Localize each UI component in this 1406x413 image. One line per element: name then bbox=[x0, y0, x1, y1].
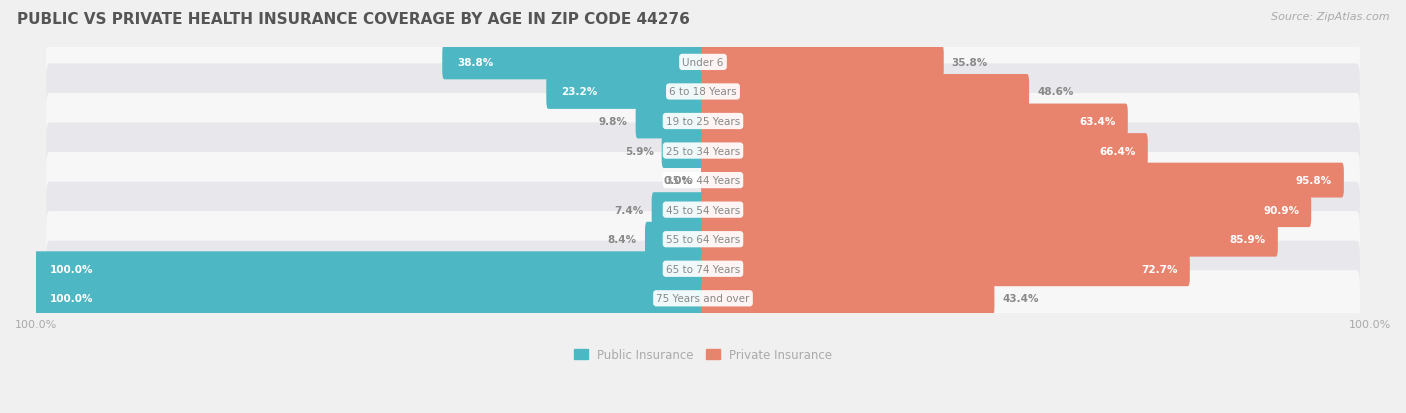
Text: 19 to 25 Years: 19 to 25 Years bbox=[666, 117, 740, 127]
FancyBboxPatch shape bbox=[46, 153, 1360, 209]
Text: 35.8%: 35.8% bbox=[952, 58, 988, 68]
FancyBboxPatch shape bbox=[46, 241, 1360, 297]
FancyBboxPatch shape bbox=[702, 281, 994, 316]
Text: 35 to 44 Years: 35 to 44 Years bbox=[666, 176, 740, 186]
Text: 100.0%: 100.0% bbox=[49, 294, 93, 304]
Text: 63.4%: 63.4% bbox=[1080, 117, 1116, 127]
FancyBboxPatch shape bbox=[46, 211, 1360, 268]
FancyBboxPatch shape bbox=[702, 252, 1189, 287]
FancyBboxPatch shape bbox=[702, 75, 1029, 109]
Text: PUBLIC VS PRIVATE HEALTH INSURANCE COVERAGE BY AGE IN ZIP CODE 44276: PUBLIC VS PRIVATE HEALTH INSURANCE COVER… bbox=[17, 12, 690, 27]
FancyBboxPatch shape bbox=[702, 104, 1128, 139]
FancyBboxPatch shape bbox=[702, 45, 943, 80]
Text: 95.8%: 95.8% bbox=[1296, 176, 1331, 186]
Text: 90.9%: 90.9% bbox=[1263, 205, 1299, 215]
Text: 23.2%: 23.2% bbox=[561, 87, 598, 97]
FancyBboxPatch shape bbox=[46, 64, 1360, 120]
Text: 0.0%: 0.0% bbox=[664, 176, 693, 186]
Text: 8.4%: 8.4% bbox=[607, 235, 637, 244]
Text: Source: ZipAtlas.com: Source: ZipAtlas.com bbox=[1271, 12, 1389, 22]
Text: 100.0%: 100.0% bbox=[49, 264, 93, 274]
FancyBboxPatch shape bbox=[34, 281, 704, 316]
Text: 7.4%: 7.4% bbox=[614, 205, 644, 215]
Text: 5.9%: 5.9% bbox=[624, 146, 654, 156]
FancyBboxPatch shape bbox=[702, 193, 1312, 228]
Legend: Public Insurance, Private Insurance: Public Insurance, Private Insurance bbox=[569, 343, 837, 366]
Text: 9.8%: 9.8% bbox=[599, 117, 627, 127]
FancyBboxPatch shape bbox=[34, 252, 704, 287]
Text: 45 to 54 Years: 45 to 54 Years bbox=[666, 205, 740, 215]
FancyBboxPatch shape bbox=[651, 193, 704, 228]
Text: 6 to 18 Years: 6 to 18 Years bbox=[669, 87, 737, 97]
FancyBboxPatch shape bbox=[702, 163, 1344, 198]
FancyBboxPatch shape bbox=[46, 94, 1360, 150]
FancyBboxPatch shape bbox=[702, 222, 1278, 257]
FancyBboxPatch shape bbox=[46, 123, 1360, 179]
Text: 38.8%: 38.8% bbox=[457, 58, 494, 68]
Text: 66.4%: 66.4% bbox=[1099, 146, 1136, 156]
Text: 85.9%: 85.9% bbox=[1230, 235, 1265, 244]
Text: 25 to 34 Years: 25 to 34 Years bbox=[666, 146, 740, 156]
Text: 75 Years and over: 75 Years and over bbox=[657, 294, 749, 304]
Text: 72.7%: 72.7% bbox=[1142, 264, 1178, 274]
Text: Under 6: Under 6 bbox=[682, 58, 724, 68]
FancyBboxPatch shape bbox=[645, 222, 704, 257]
Text: 65 to 74 Years: 65 to 74 Years bbox=[666, 264, 740, 274]
FancyBboxPatch shape bbox=[636, 104, 704, 139]
FancyBboxPatch shape bbox=[547, 75, 704, 109]
FancyBboxPatch shape bbox=[46, 182, 1360, 238]
FancyBboxPatch shape bbox=[702, 134, 1147, 169]
FancyBboxPatch shape bbox=[443, 45, 704, 80]
FancyBboxPatch shape bbox=[46, 271, 1360, 327]
Text: 55 to 64 Years: 55 to 64 Years bbox=[666, 235, 740, 244]
FancyBboxPatch shape bbox=[46, 35, 1360, 91]
FancyBboxPatch shape bbox=[662, 134, 704, 169]
Text: 43.4%: 43.4% bbox=[1002, 294, 1039, 304]
Text: 48.6%: 48.6% bbox=[1038, 87, 1073, 97]
